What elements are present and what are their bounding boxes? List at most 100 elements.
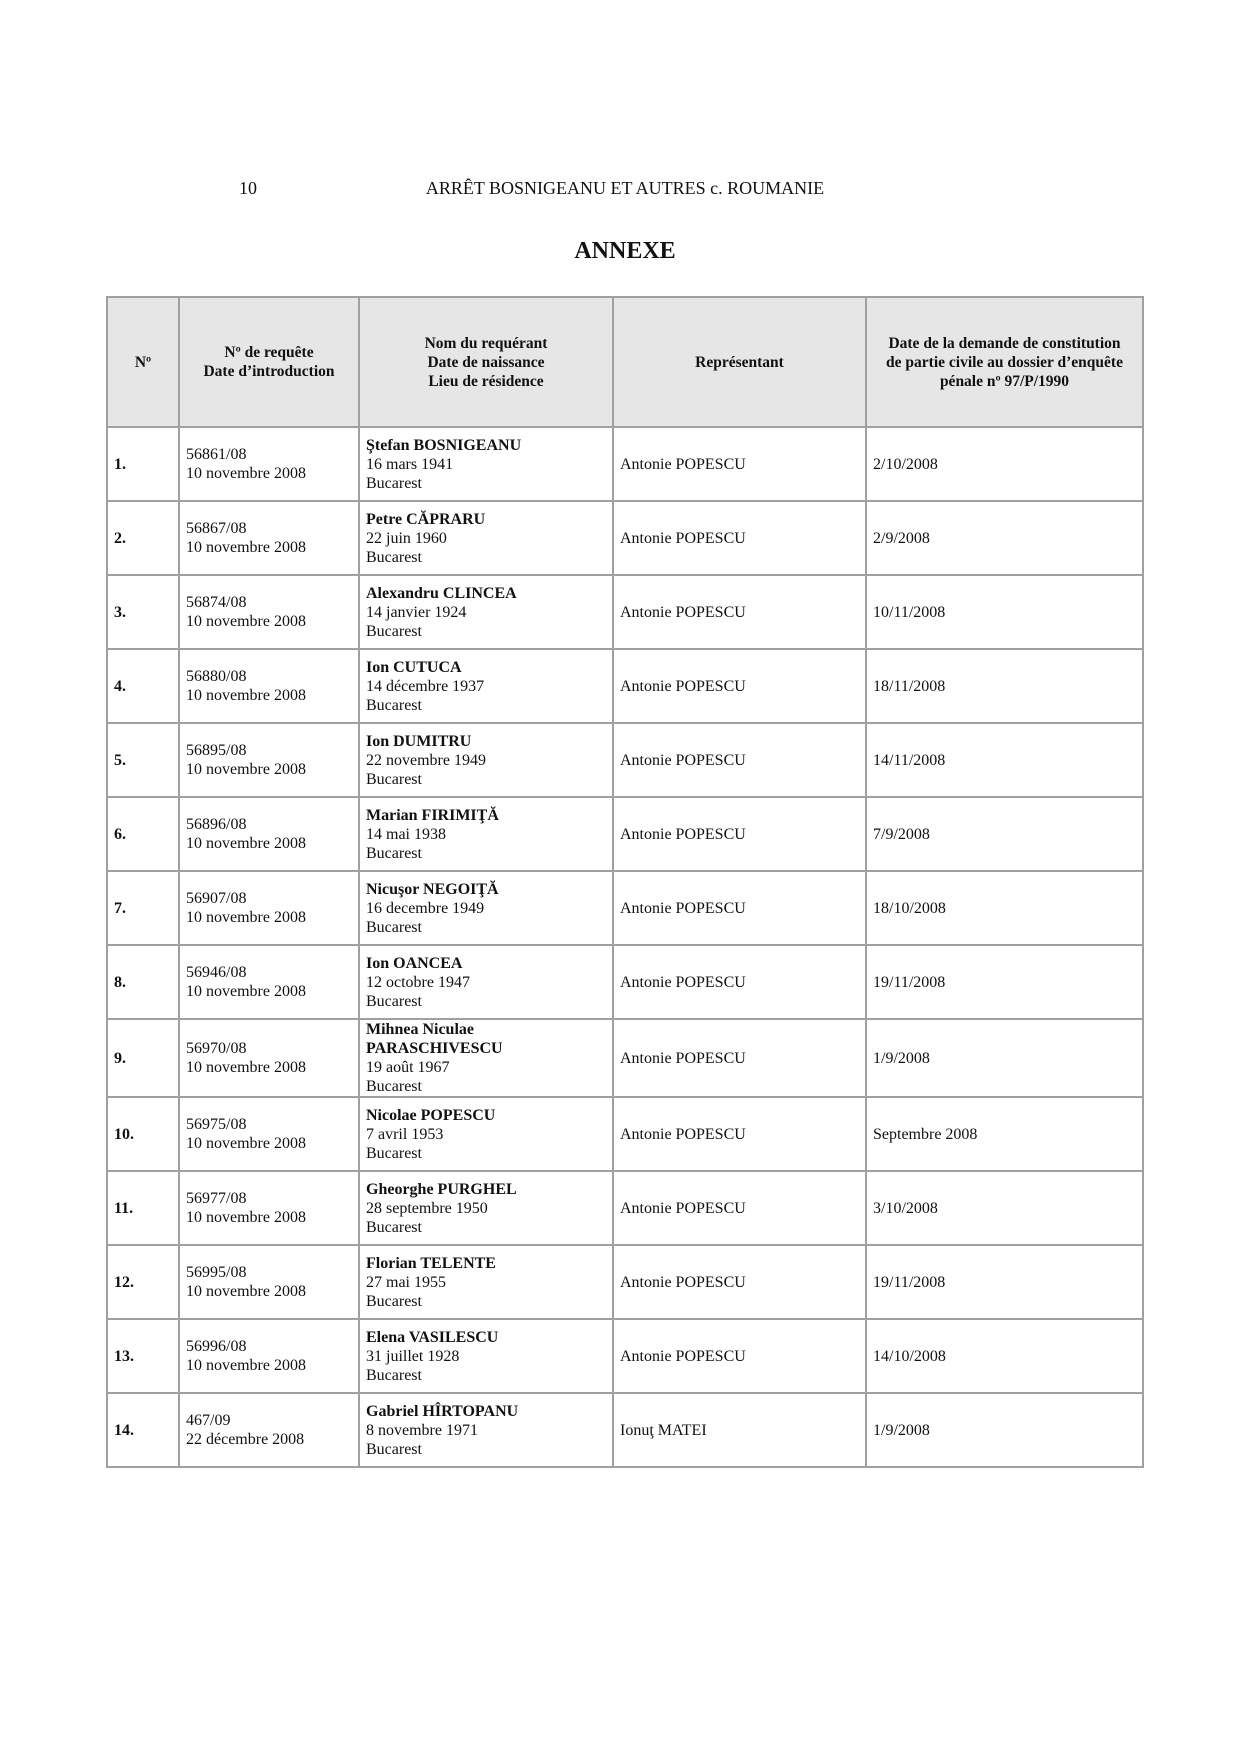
page-number: 10 xyxy=(239,178,257,198)
cell-civil-party-date: 19/11/2008 xyxy=(865,944,1144,1020)
column-header-application: Nº de requête Date d’introduction xyxy=(178,296,360,428)
cell-intro: 10 novembre 2008 xyxy=(186,465,306,482)
cell-date: 18/10/2008 xyxy=(873,899,946,917)
cell-rep: Antonie POPESCU xyxy=(620,1199,746,1217)
cell-application: 56996/08 10 novembre 2008 xyxy=(178,1318,360,1394)
cell-app: 56975/08 xyxy=(186,1116,247,1133)
cell-residence: Bucarest xyxy=(366,844,422,862)
cell-applicant: Nicolae POPESCU 7 avril 1953 Bucarest xyxy=(358,1096,614,1172)
cell-representative: Antonie POPESCU xyxy=(612,722,867,798)
cell-residence: Bucarest xyxy=(366,696,422,714)
cell-application: 56880/08 10 novembre 2008 xyxy=(178,648,360,724)
cell-intro: 10 novembre 2008 xyxy=(186,761,306,778)
cell-application: 56907/08 10 novembre 2008 xyxy=(178,870,360,946)
cell-no: 13. xyxy=(114,1347,134,1365)
cell-residence: Bucarest xyxy=(366,1078,422,1095)
cell-applicant: Alexandru CLINCEA 14 janvier 1924 Bucarest xyxy=(358,574,614,650)
cell-representative: Antonie POPESCU xyxy=(612,1096,867,1172)
cell-civil-party-date: 18/11/2008 xyxy=(865,648,1144,724)
cell-residence: Bucarest xyxy=(366,1292,422,1310)
cell-app: 56996/08 xyxy=(186,1338,247,1355)
cell-application: 56874/08 10 novembre 2008 xyxy=(178,574,360,650)
cell-name: Ion CUTUCA xyxy=(366,658,462,676)
cell-residence: Bucarest xyxy=(366,770,422,788)
cell-name: Ştefan BOSNIGEANU xyxy=(366,436,522,454)
cell-no: 2. xyxy=(114,529,126,547)
table-row: 12. 56995/08 10 novembre 2008 Florian TELEN… xyxy=(106,1244,1144,1320)
column-header-civil-party-date: Date de la demande de constitution de par… xyxy=(865,296,1144,428)
cell-application: 56970/08 10 novembre 2008 xyxy=(178,1018,360,1098)
cell-representative: Antonie POPESCU xyxy=(612,1170,867,1246)
cell-birth: 14 janvier 1924 xyxy=(366,603,467,621)
cell-applicant: Ion DUMITRU 22 novembre 1949 Bucarest xyxy=(358,722,614,798)
column-header-line: Nº xyxy=(134,353,152,371)
column-header-line: Nom du requérant xyxy=(424,334,548,352)
table-row: 1. 56861/08 10 novembre 2008 Ştefan BOSNIGE… xyxy=(106,426,1144,502)
cell-civil-party-date: 10/11/2008 xyxy=(865,574,1144,650)
running-title: ARRÊT BOSNIGEANU ET AUTRES c. ROUMANIE xyxy=(425,178,825,198)
cell-applicant: Ştefan BOSNIGEANU 16 mars 1941 Bucarest xyxy=(358,426,614,502)
cell-date: 1/9/2008 xyxy=(873,1421,930,1439)
cell-intro: 10 novembre 2008 xyxy=(186,539,306,556)
cell-representative: Antonie POPESCU xyxy=(612,870,867,946)
cell-number: 9. xyxy=(106,1018,180,1098)
table-row: 6. 56896/08 10 novembre 2008 Marian FIRIMIŢ… xyxy=(106,796,1144,872)
cell-intro: 10 novembre 2008 xyxy=(186,1059,306,1076)
cell-civil-party-date: 18/10/2008 xyxy=(865,870,1144,946)
cell-rep: Antonie POPESCU xyxy=(620,677,746,695)
cell-number: 3. xyxy=(106,574,180,650)
cell-rep: Antonie POPESCU xyxy=(620,899,746,917)
cell-no: 10. xyxy=(114,1125,134,1143)
cell-birth: 14 mai 1938 xyxy=(366,825,446,843)
cell-residence: Bucarest xyxy=(366,1144,422,1162)
cell-app: 467/09 xyxy=(186,1412,231,1429)
table-row: 11. 56977/08 10 novembre 2008 Gheorghe PURG… xyxy=(106,1170,1144,1246)
cell-number: 5. xyxy=(106,722,180,798)
column-header-number: Nº xyxy=(106,296,180,428)
cell-number: 8. xyxy=(106,944,180,1020)
cell-residence: Bucarest xyxy=(366,992,422,1010)
cell-number: 10. xyxy=(106,1096,180,1172)
cell-no: 6. xyxy=(114,825,126,843)
cell-rep: Ionuţ MATEI xyxy=(620,1421,707,1439)
cell-app: 56977/08 xyxy=(186,1190,247,1207)
cell-application: 56861/08 10 novembre 2008 xyxy=(178,426,360,502)
cell-number: 4. xyxy=(106,648,180,724)
table-row: 9. 56970/08 10 novembre 2008 Mihnea Niculae… xyxy=(106,1018,1144,1098)
cell-intro: 22 décembre 2008 xyxy=(186,1431,305,1448)
cell-applicant: Gabriel HÎRTOPANU 8 novembre 1971 Bucarest xyxy=(358,1392,614,1468)
cell-birth: 16 mars 1941 xyxy=(366,455,454,473)
cell-residence: Bucarest xyxy=(366,1440,422,1458)
cell-representative: Antonie POPESCU xyxy=(612,500,867,576)
cell-residence: Bucarest xyxy=(366,918,422,936)
cell-date: 18/11/2008 xyxy=(873,677,946,695)
cell-intro: 10 novembre 2008 xyxy=(186,835,306,852)
table-row: 2. 56867/08 10 novembre 2008 Petre CĂPRARU 2… xyxy=(106,500,1144,576)
cell-civil-party-date: 19/11/2008 xyxy=(865,1244,1144,1320)
cell-number: 2. xyxy=(106,500,180,576)
column-header-line: Représentant xyxy=(695,353,784,371)
cell-intro: 10 novembre 2008 xyxy=(186,1283,306,1300)
cell-name: Florian TELENTE xyxy=(366,1254,496,1272)
cell-civil-party-date: Septembre 2008 xyxy=(865,1096,1144,1172)
cell-birth: 16 decembre 1949 xyxy=(366,899,485,917)
cell-no: 8. xyxy=(114,973,126,991)
cell-name: Petre CĂPRARU xyxy=(366,510,486,528)
cell-birth: 7 avril 1953 xyxy=(366,1125,444,1143)
cell-civil-party-date: 1/9/2008 xyxy=(865,1018,1144,1098)
cell-application: 56867/08 10 novembre 2008 xyxy=(178,500,360,576)
cell-representative: Antonie POPESCU xyxy=(612,574,867,650)
column-header-representative: Représentant xyxy=(612,296,867,428)
cell-rep: Antonie POPESCU xyxy=(620,1273,746,1291)
cell-name: Mihnea Niculae PARASCHIVESCU xyxy=(366,1021,503,1057)
cell-residence: Bucarest xyxy=(366,548,422,566)
cell-applicant: Gheorghe PURGHEL 28 septembre 1950 Bucares… xyxy=(358,1170,614,1246)
cell-application: 56946/08 10 novembre 2008 xyxy=(178,944,360,1020)
cell-intro: 10 novembre 2008 xyxy=(186,687,306,704)
cell-representative: Antonie POPESCU xyxy=(612,648,867,724)
cell-application: 56995/08 10 novembre 2008 xyxy=(178,1244,360,1320)
cell-applicant: Nicuşor NEGOIŢĂ 16 decembre 1949 Bucarest xyxy=(358,870,614,946)
cell-date: 1/9/2008 xyxy=(873,1049,930,1067)
cell-name: Nicuşor NEGOIŢĂ xyxy=(366,880,499,898)
section-title: ANNEXE xyxy=(574,238,676,264)
